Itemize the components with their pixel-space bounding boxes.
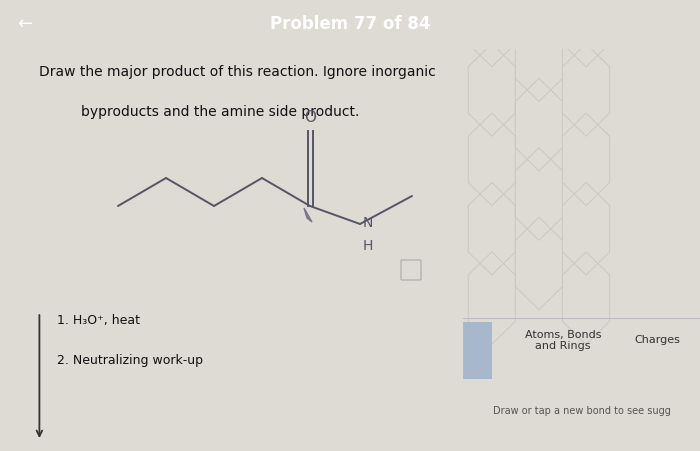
- Text: Draw or tap a new bond to see sugg: Draw or tap a new bond to see sugg: [493, 406, 671, 416]
- Polygon shape: [304, 208, 312, 222]
- Text: N: N: [363, 216, 373, 230]
- Text: Draw the major product of this reaction. Ignore inorganic: Draw the major product of this reaction.…: [39, 65, 436, 79]
- FancyBboxPatch shape: [401, 260, 421, 280]
- Text: Atoms, Bonds
and Rings: Atoms, Bonds and Rings: [524, 330, 601, 351]
- Text: Problem 77 of 84: Problem 77 of 84: [270, 15, 430, 33]
- Text: O: O: [304, 110, 316, 125]
- Text: Charges: Charges: [634, 336, 680, 345]
- Bar: [463, 322, 492, 378]
- Text: ←: ←: [18, 15, 33, 33]
- Text: H: H: [363, 239, 373, 253]
- Text: byproducts and the amine side product.: byproducts and the amine side product.: [81, 105, 360, 119]
- Text: 1. H₃O⁺, heat: 1. H₃O⁺, heat: [57, 314, 141, 327]
- Text: 2. Neutralizing work-up: 2. Neutralizing work-up: [57, 354, 204, 368]
